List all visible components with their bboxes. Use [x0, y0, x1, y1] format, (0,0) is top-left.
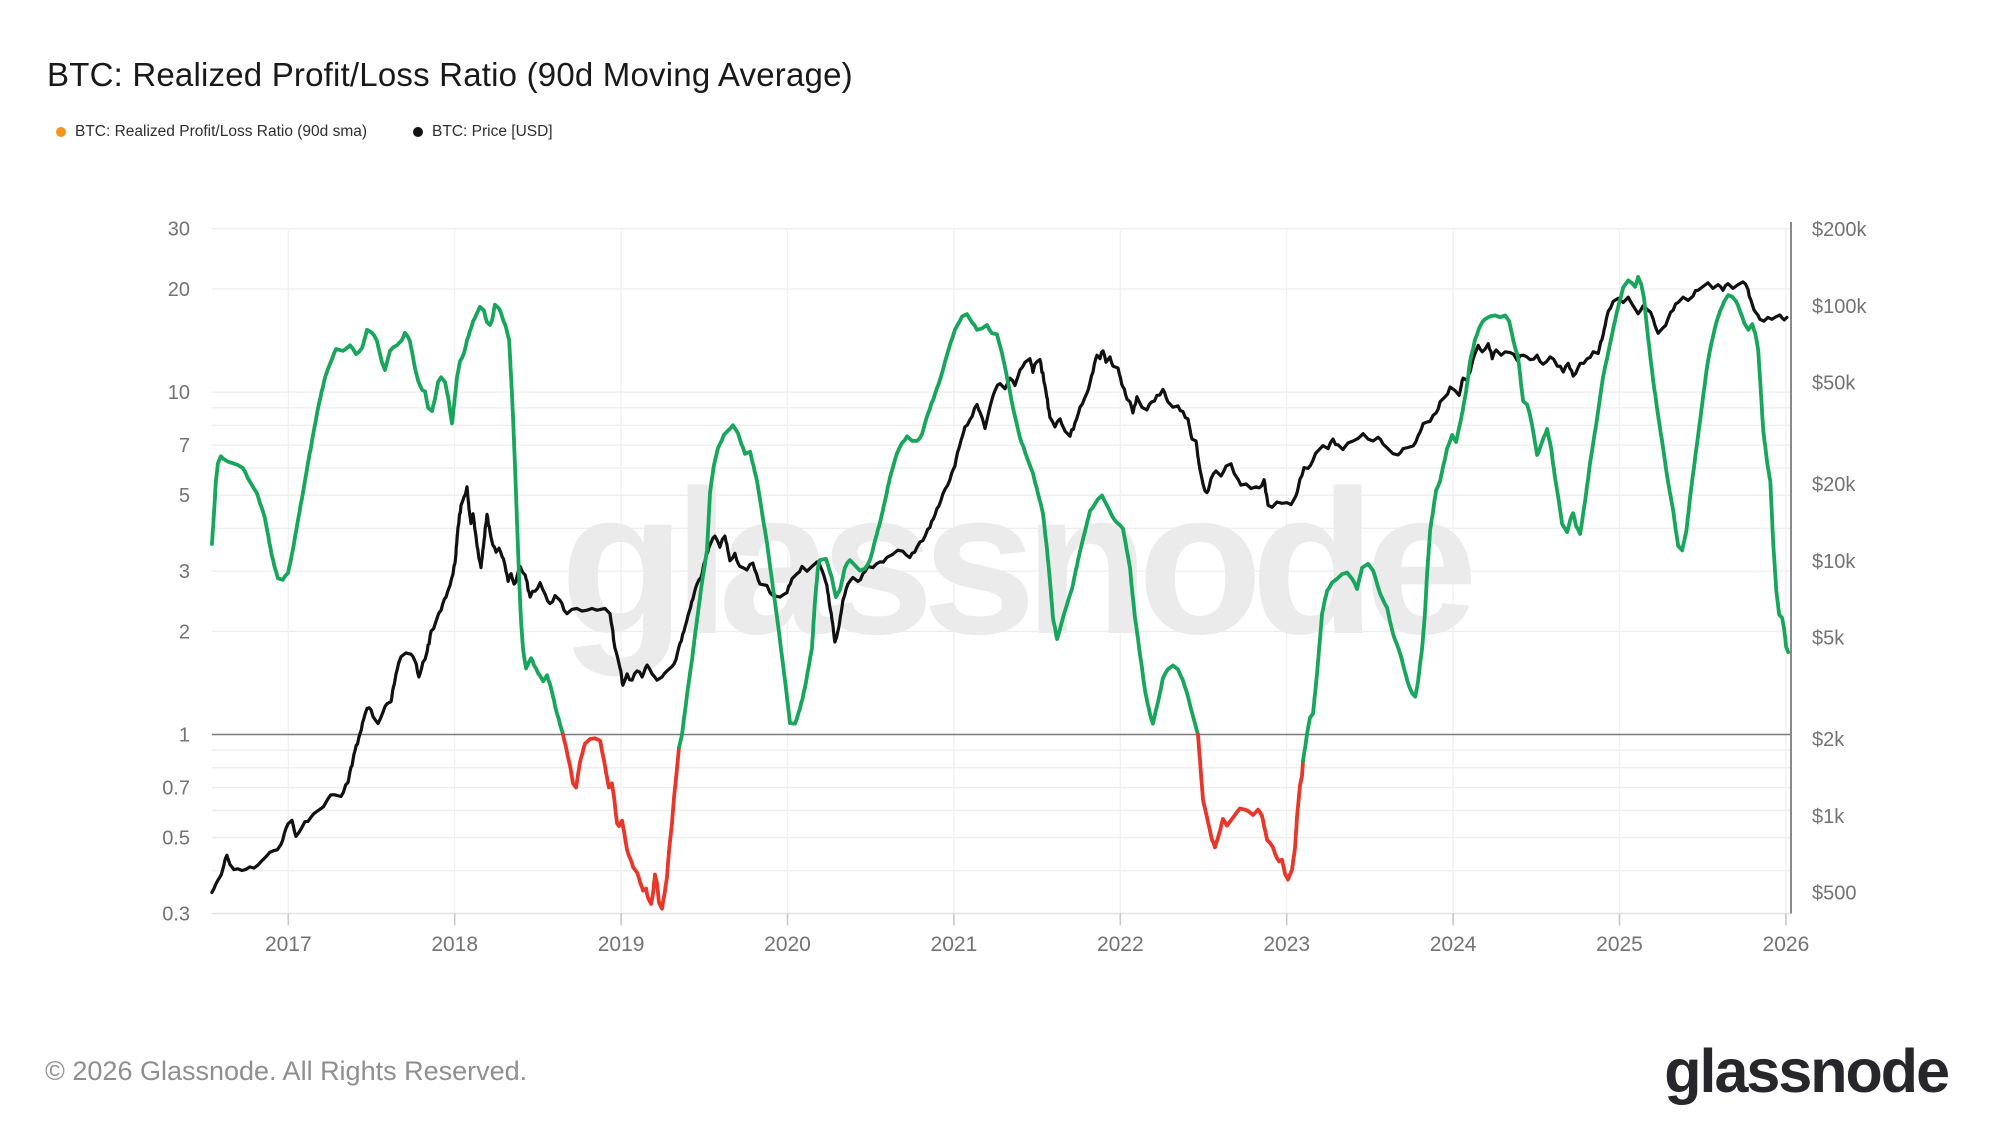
right-axis-tick-label: $5k — [1812, 628, 1845, 650]
axis-label-layer: 30 20 10 7 5 3 2 1 0.7 0.5 0.3 $200k $100k $50k $20k $1… — [162, 219, 1867, 956]
watermark-text: glassnode — [560, 448, 1471, 677]
legend-item-price[interactable]: BTC: Price [USD] — [413, 123, 553, 141]
x-axis-tick-label: 2020 — [764, 933, 811, 956]
left-axis-tick-label: 10 — [168, 382, 190, 404]
page-title: BTC: Realized Profit/Loss Ratio (90d Mov… — [47, 56, 853, 94]
legend-item-ratio[interactable]: BTC: Realized Profit/Loss Ratio (90d sma… — [56, 123, 367, 141]
ratio-line-segment-profit — [677, 312, 1200, 750]
price-legend-dot-icon — [413, 127, 424, 137]
left-axis-tick-label: 2 — [179, 621, 190, 643]
legend-label-price: BTC: Price [USD] — [432, 123, 553, 140]
axis-layer — [212, 222, 1792, 926]
left-axis-tick-label: 0.3 — [162, 904, 190, 926]
ratio-line-segment-loss — [1196, 732, 1305, 882]
x-axis-tick-label: 2023 — [1263, 933, 1310, 956]
x-axis-tick-label: 2022 — [1097, 933, 1144, 956]
right-axis-tick-label: $100k — [1812, 296, 1867, 318]
ratio-line-segment-loss — [561, 732, 681, 911]
copyright-text: © 2026 Glassnode. All Rights Reserved. — [45, 1056, 528, 1086]
ratio-line-segment-profit — [210, 302, 565, 737]
left-axis-tick-label: 3 — [179, 561, 190, 583]
ratio-legend-dot-icon — [56, 127, 66, 137]
x-axis-tick-label: 2017 — [265, 933, 312, 956]
right-axis-tick-label: $1k — [1812, 806, 1845, 828]
left-axis-tick-label: 0.7 — [162, 778, 190, 800]
legend-label-ratio: BTC: Realized Profit/Loss Ratio (90d sma… — [75, 123, 368, 140]
left-axis-tick-label: 1 — [179, 725, 190, 747]
left-axis-tick-label: 20 — [168, 279, 190, 301]
glassnode-logo: glassnode — [1664, 1037, 1950, 1105]
series-layer — [210, 275, 1791, 911]
x-axis-tick-label: 2018 — [431, 933, 478, 956]
left-axis-tick-label: 7 — [179, 435, 190, 457]
left-axis-tick-label: 0.5 — [162, 828, 190, 850]
x-axis-tick-label: 2026 — [1763, 933, 1810, 956]
x-axis-tick-label: 2019 — [598, 933, 645, 956]
right-axis-tick-label: $2k — [1812, 729, 1845, 751]
price-line — [210, 280, 1789, 895]
ratio-line-segment-profit — [1301, 275, 1791, 763]
x-axis-tick-label: 2024 — [1430, 933, 1477, 956]
left-axis-tick-label: 5 — [179, 485, 190, 507]
right-axis-tick-label: $20k — [1812, 474, 1856, 496]
left-axis-tick-label: 30 — [168, 219, 190, 241]
x-axis-tick-label: 2021 — [931, 933, 978, 956]
right-axis-tick-label: $200k — [1812, 219, 1867, 241]
right-axis-tick-label: $500 — [1812, 883, 1857, 905]
x-axis-tick-label: 2025 — [1596, 933, 1643, 956]
chart-legend: BTC: Realized Profit/Loss Ratio (90d sma… — [56, 123, 553, 141]
right-axis-tick-label: $50k — [1812, 373, 1856, 395]
right-axis-tick-label: $10k — [1812, 551, 1856, 573]
